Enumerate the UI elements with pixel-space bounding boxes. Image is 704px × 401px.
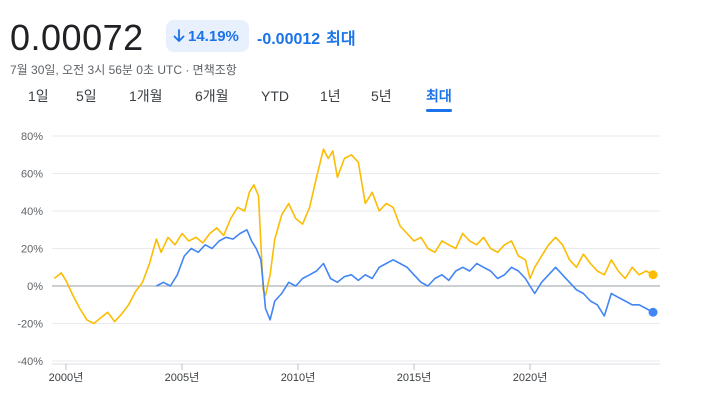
tab-label: 1일: [28, 88, 49, 104]
tab-1m[interactable]: 1개월: [129, 86, 163, 106]
current-price: 0.00072: [10, 17, 144, 58]
tab-label: 5일: [76, 88, 97, 104]
range-tabs: 1일 5일 1개월 6개월 YTD 1년 5년 최대: [0, 86, 704, 116]
tab-5y[interactable]: 5년: [371, 86, 392, 106]
x-tick-label: 2010년: [281, 371, 316, 384]
y-tick-label: -40%: [17, 356, 43, 368]
series-line-1: [156, 229, 654, 321]
tab-label: 1년: [320, 88, 341, 104]
y-tick-label: 80%: [21, 131, 43, 143]
absolute-change: -0.00012 최대: [257, 25, 356, 49]
tab-label: 1개월: [129, 88, 163, 104]
series-end-marker-0: [648, 270, 658, 280]
series-line-0: [53, 148, 654, 325]
tab-1d[interactable]: 1일: [28, 86, 49, 106]
y-tick-label: 60%: [21, 169, 43, 181]
price-chart[interactable]: 80%60%40%20%0%-20%-40% 2000년 2005년 2010년 20…: [0, 118, 704, 401]
tab-max[interactable]: 최대: [426, 86, 452, 112]
percent-change-badge: 14.19%: [166, 20, 249, 52]
y-tick-label: -20%: [17, 319, 43, 331]
arrow-down-icon: [173, 29, 185, 42]
x-tick-label: 2015년: [397, 371, 432, 384]
absolute-change-period: 최대: [326, 31, 356, 48]
chart-series: [53, 148, 658, 325]
tab-1y[interactable]: 1년: [320, 86, 341, 106]
y-tick-label: 20%: [21, 244, 43, 256]
tab-6m[interactable]: 6개월: [195, 86, 229, 106]
x-tick-label: 2005년: [165, 371, 200, 384]
absolute-change-value: -0.00012: [257, 31, 321, 48]
x-axis: 2000년 2005년 2010년 2015년 2020년: [49, 363, 660, 384]
chart-grid: [52, 135, 660, 362]
y-tick-label: 40%: [21, 206, 43, 218]
tab-5d[interactable]: 5일: [76, 86, 97, 106]
timestamp-disclaimer: 7월 30일, 오전 3시 56분 0초 UTC · 면책조항: [10, 63, 237, 77]
x-tick-label: 2020년: [513, 371, 548, 384]
y-tick-label: 0%: [27, 281, 43, 293]
tab-label: 최대: [426, 88, 452, 104]
active-tab-indicator: [426, 109, 452, 112]
series-end-marker-1: [648, 307, 658, 317]
x-tick-label: 2000년: [49, 371, 84, 384]
y-axis-labels: 80% 60% 40% 20% 0% -20% -40%: [17, 131, 43, 368]
percent-change-value: 14.19%: [188, 27, 239, 45]
tab-label: YTD: [261, 88, 289, 104]
tab-label: 6개월: [195, 88, 229, 104]
tab-ytd[interactable]: YTD: [261, 86, 289, 106]
tab-label: 5년: [371, 88, 392, 104]
